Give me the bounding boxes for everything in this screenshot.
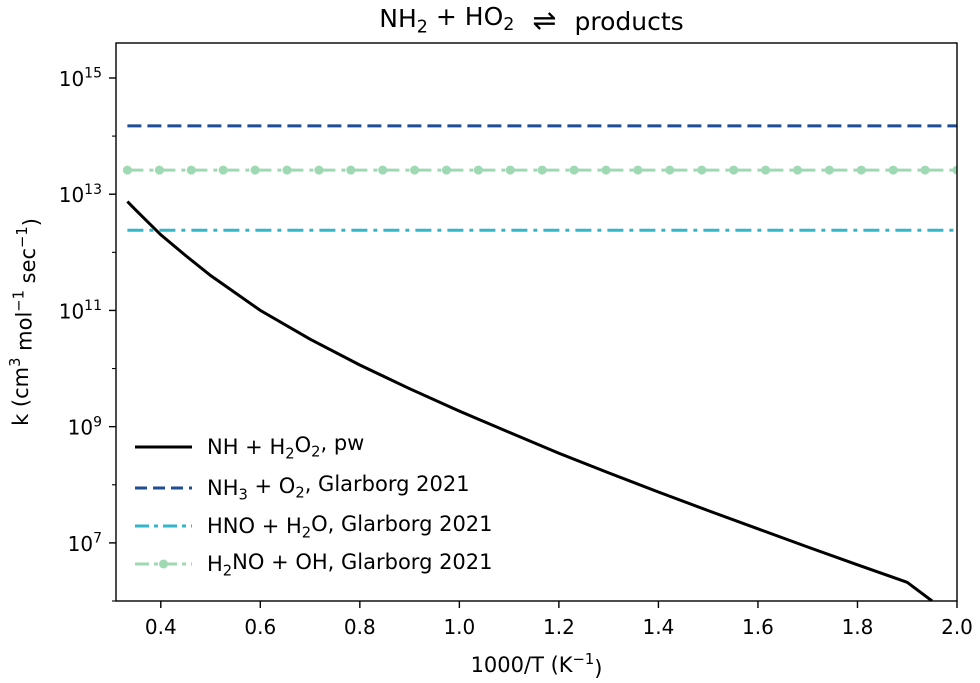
- series-marker-3: [122, 165, 132, 175]
- series-marker-3: [952, 165, 957, 175]
- series-marker-3: [601, 165, 611, 175]
- ylabel-part: mol: [12, 312, 36, 358]
- x-tick-label: 2.0: [941, 615, 973, 639]
- ylabel-part: −1: [10, 290, 27, 312]
- y-tick-label: 1011: [59, 298, 102, 323]
- x-tick-label: 0.8: [344, 615, 376, 639]
- plot-frame: [115, 42, 958, 602]
- x-tick-label: 1.2: [543, 615, 575, 639]
- title-arrow: ⇌: [532, 3, 556, 37]
- legend-label-part: H: [207, 552, 223, 576]
- y-tick-label: 109: [68, 414, 102, 439]
- title-products: products: [575, 7, 684, 36]
- ylabel-part: ): [19, 218, 43, 226]
- series-marker-3: [154, 165, 164, 175]
- legend-label-part: HNO + H: [207, 514, 302, 538]
- xlabel-part: ): [594, 656, 602, 680]
- series-marker-3: [473, 165, 483, 175]
- y-tick-base: 10: [59, 299, 84, 323]
- title-part: 2: [503, 15, 514, 35]
- y-tick-label: 1015: [59, 66, 102, 91]
- y-tick-base: 10: [59, 183, 84, 207]
- legend-label-part: 2: [223, 562, 232, 579]
- legend-label-part: , Glarborg 2021: [305, 472, 470, 496]
- series-marker-3: [856, 165, 866, 175]
- series-marker-3: [729, 165, 739, 175]
- series-marker-3: [697, 165, 707, 175]
- legend-label-part: 2: [295, 485, 304, 502]
- series-marker-3: [793, 165, 802, 175]
- legend-label-part: 3: [239, 486, 248, 503]
- x-axis-label: 1000/T (K−1): [471, 651, 603, 681]
- series-marker-3: [442, 165, 451, 175]
- y-tick-label: 107: [68, 530, 102, 555]
- x-tick-label: 1.4: [643, 615, 675, 639]
- xlabel-part: −1: [573, 651, 595, 668]
- series-marker-3: [761, 165, 771, 175]
- chart-title: NH2 + HO2 ⇌ products: [379, 2, 683, 38]
- x-tick-label: 0.6: [244, 615, 276, 639]
- series-marker-3: [218, 165, 228, 175]
- x-tick-label: 1.8: [842, 615, 874, 639]
- legend-label-part: NH + H: [207, 435, 285, 459]
- series-marker-3: [250, 165, 260, 175]
- series-line-0: [126, 200, 934, 601]
- y-tick-exponent: 13: [84, 182, 102, 198]
- series-marker-3: [282, 165, 292, 175]
- legend-label-part: , pw: [321, 431, 365, 455]
- legend-label-part: O, Glarborg 2021: [311, 512, 492, 536]
- series-marker-3: [186, 165, 196, 175]
- x-tick-label: 1.0: [443, 615, 475, 639]
- legend-label-part: 2: [285, 445, 294, 462]
- y-axis-label: k (cm3 mol−1 sec−1): [7, 218, 43, 426]
- y-tick-base: 10: [68, 532, 93, 556]
- plot-series-group: [122, 124, 957, 601]
- x-tick-label: 1.6: [742, 615, 774, 639]
- series-marker-3: [920, 165, 930, 175]
- series-marker-3: [665, 165, 675, 175]
- title-part: NH: [379, 4, 417, 33]
- ylabel-part: k (cm: [9, 367, 33, 426]
- legend-label-1: NH3 + O2, Glarborg 2021: [207, 472, 470, 503]
- ylabel-part: −1: [14, 226, 31, 248]
- series-marker-3: [505, 165, 515, 175]
- series-marker-3: [378, 165, 388, 175]
- title-part: 2: [417, 17, 428, 37]
- legend-label-part: + O: [248, 474, 295, 498]
- legend-label-part: NH: [207, 476, 239, 500]
- series-marker-3: [410, 165, 420, 175]
- y-tick-exponent: 7: [93, 530, 102, 546]
- legend-label-part: 2: [311, 444, 320, 461]
- x-tick-label: 0.4: [145, 615, 177, 639]
- legend-label-part: 2: [302, 524, 311, 541]
- legend-label-part: O: [295, 433, 312, 457]
- series-marker-3: [569, 165, 579, 175]
- series-marker-3: [314, 165, 324, 175]
- series-marker-3: [537, 165, 547, 175]
- series-marker-3: [346, 165, 356, 175]
- series-marker-3: [633, 165, 643, 175]
- series-marker-3: [888, 165, 898, 175]
- legend-marker-3: [159, 559, 168, 569]
- y-tick-exponent: 9: [93, 414, 102, 430]
- series-marker-3: [824, 165, 834, 175]
- legend-label-0: NH + H2O2, pw: [207, 431, 364, 462]
- y-tick-base: 10: [68, 416, 93, 440]
- title-part: + HO: [428, 2, 503, 31]
- y-tick-label: 1013: [59, 182, 102, 207]
- ylabel-part: sec: [16, 248, 40, 290]
- y-tick-exponent: 11: [84, 298, 102, 314]
- legend-label-part: NO + OH, Glarborg 2021: [232, 550, 492, 574]
- xlabel-part: 1000/T (K: [471, 653, 574, 677]
- x-axis-ticks: 0.4 0.6 0.8 1.0 1.2 1.4 1.6 1.8 2.0: [145, 601, 973, 639]
- y-tick-base: 10: [59, 67, 84, 91]
- legend-label-3: H2NO + OH, Glarborg 2021: [207, 550, 493, 579]
- y-tick-exponent: 15: [84, 66, 102, 82]
- legend-label-2: HNO + H2O, Glarborg 2021: [207, 512, 493, 541]
- ylabel-part: 3: [7, 358, 24, 367]
